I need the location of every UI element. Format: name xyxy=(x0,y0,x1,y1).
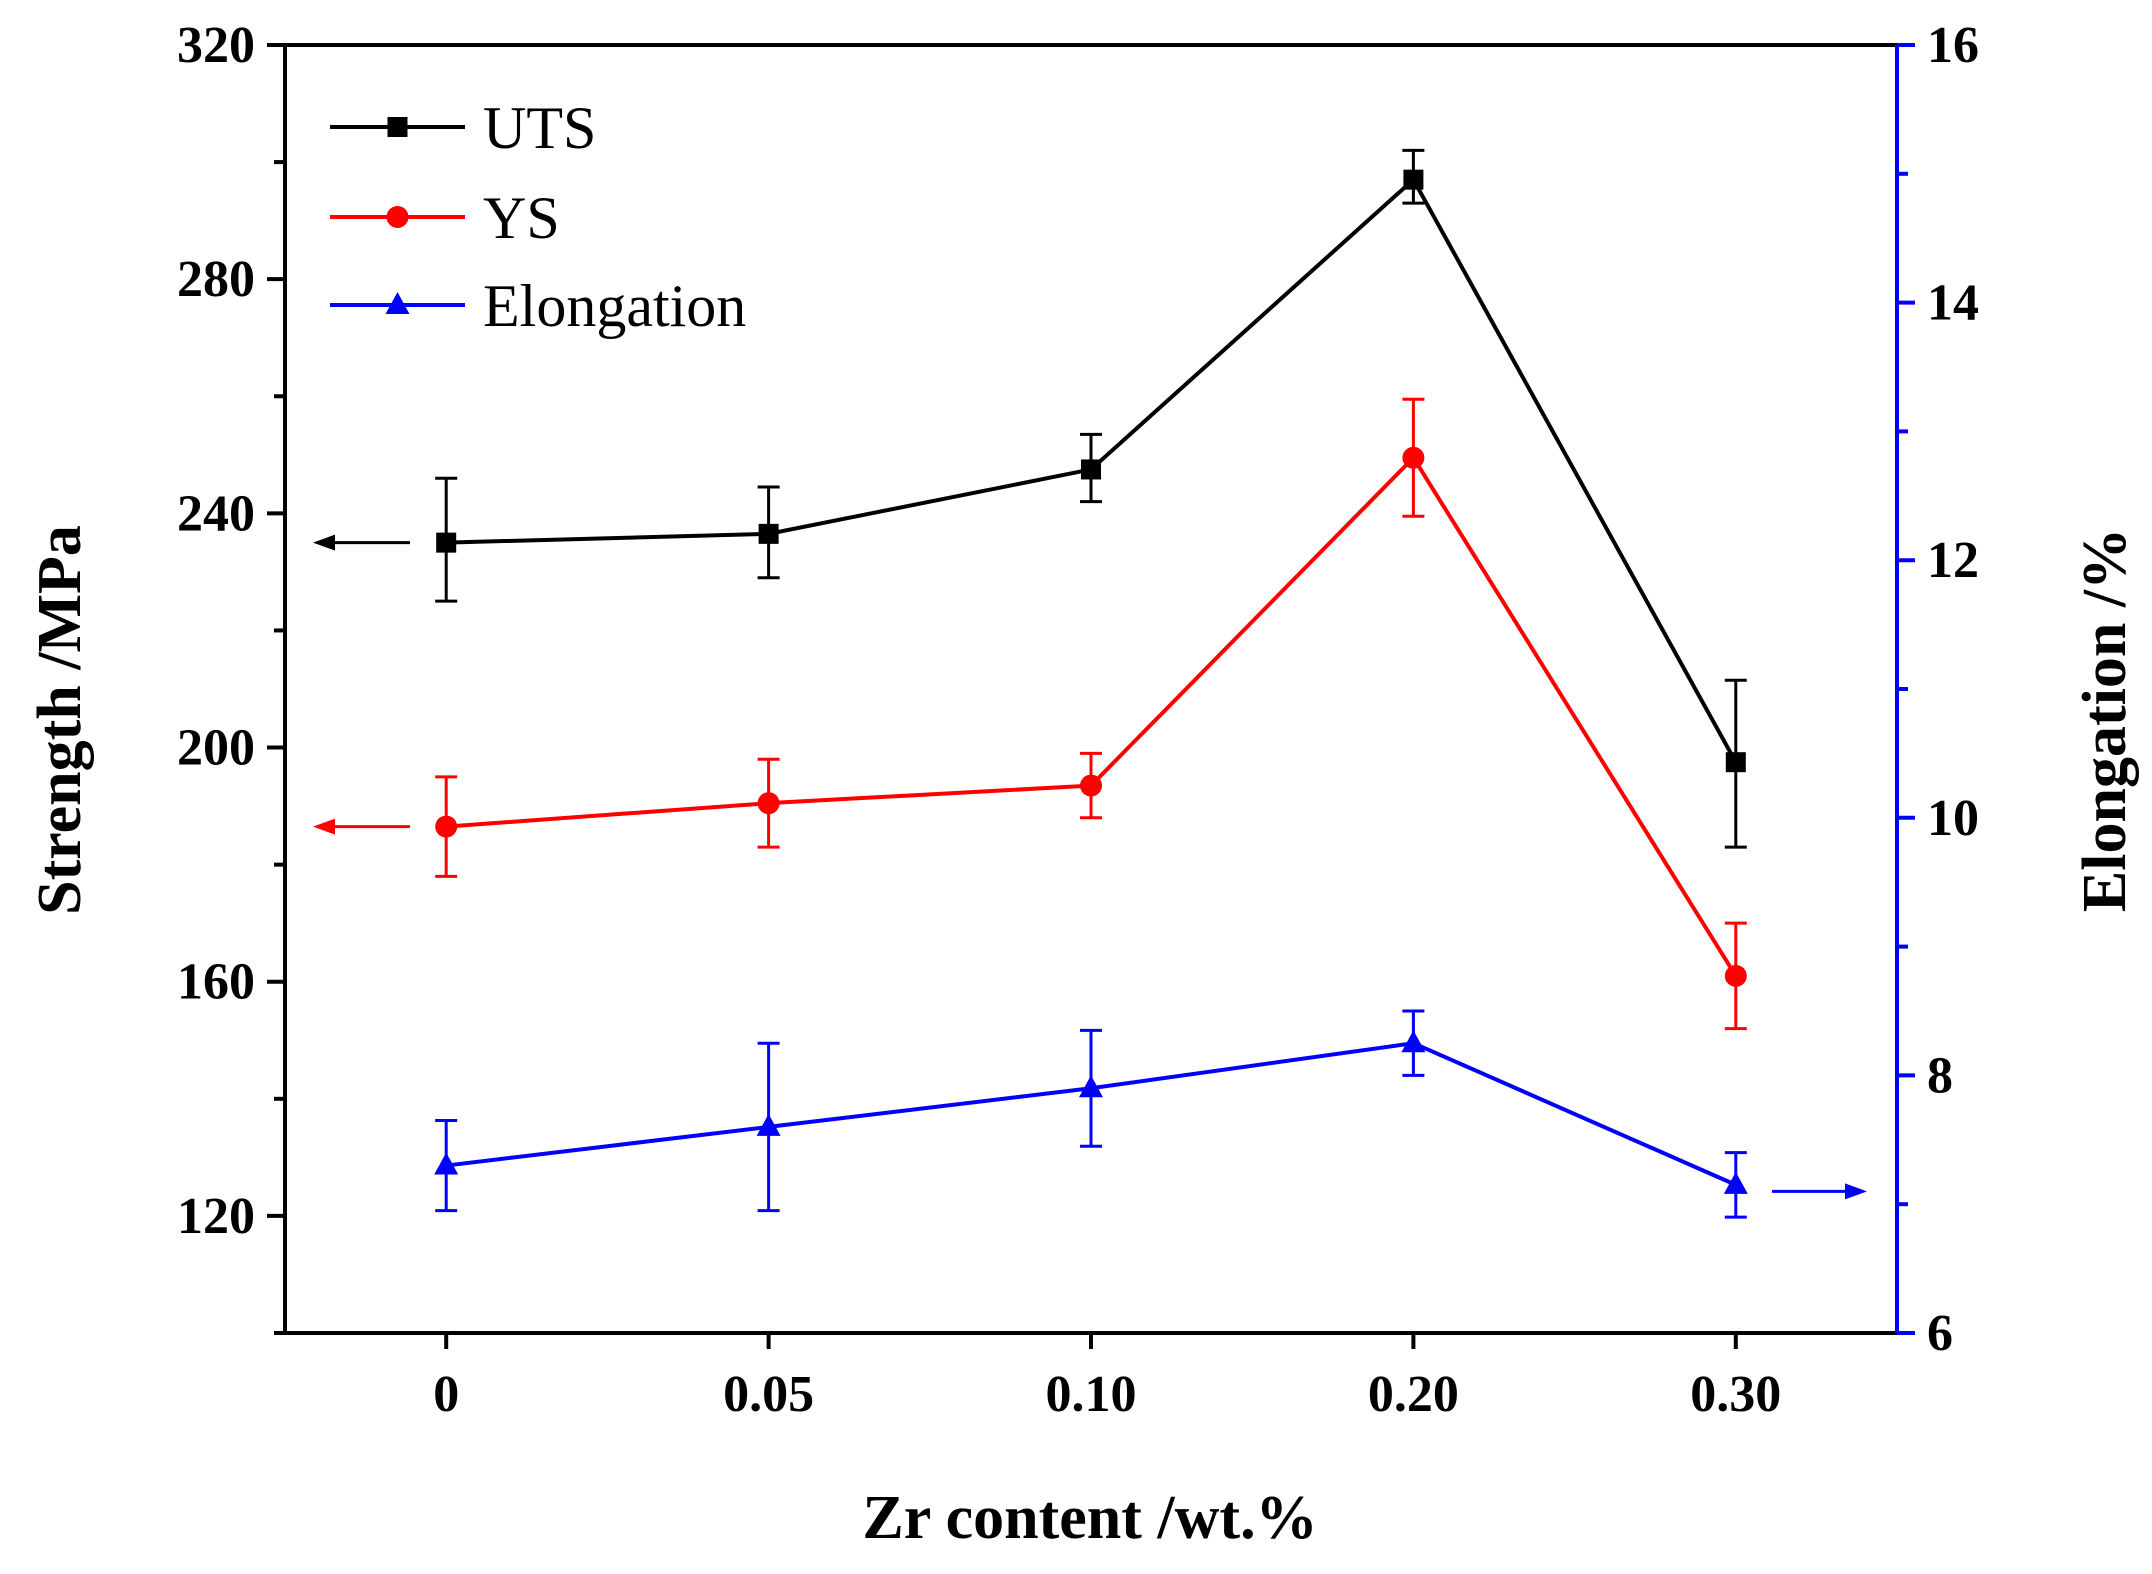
right-tick-label: 12 xyxy=(1927,532,1979,589)
legend-label: UTS xyxy=(483,95,596,161)
x-tick-label: 0.30 xyxy=(1690,1366,1781,1423)
elongation-axis-arrow xyxy=(1772,1183,1867,1200)
uts-data-point xyxy=(1403,169,1424,190)
x-tick-label: 0.10 xyxy=(1046,1366,1137,1423)
ys-data-point xyxy=(1080,774,1102,797)
legend-item-elongation: Elongation xyxy=(330,273,746,339)
legend-swatch-marker xyxy=(387,117,408,137)
uts-arrow-head xyxy=(313,534,335,551)
ys-axis-arrow xyxy=(313,818,410,835)
elongation-data-point xyxy=(1079,1075,1103,1098)
ys-arrow-head xyxy=(313,818,335,835)
x-axis: 0 0.05 0.10 0.20 0.30 xyxy=(433,1333,1781,1423)
elongation-data-point xyxy=(434,1152,459,1175)
right-y-axis: 6 8 10 12 14 16 xyxy=(1897,17,1979,1362)
x-tick-label: 0.05 xyxy=(723,1366,814,1423)
left-y-axis-title: Strength /MPa xyxy=(26,525,94,915)
uts-data-point xyxy=(436,532,457,553)
right-y-axis-title: Elongation /% xyxy=(2071,528,2139,912)
right-tick-label: 6 xyxy=(1927,1305,1953,1362)
right-tick-label: 8 xyxy=(1927,1047,1953,1104)
left-tick-label: 160 xyxy=(177,954,255,1011)
left-tick-label: 200 xyxy=(177,720,255,777)
x-tick-label: 0.20 xyxy=(1368,1366,1459,1423)
ys-data-point xyxy=(757,792,780,815)
elongation-arrow-head xyxy=(1845,1183,1867,1200)
right-tick-label: 16 xyxy=(1927,17,1979,74)
uts-data-point xyxy=(1081,459,1101,480)
uts-axis-arrow xyxy=(313,534,410,551)
x-tick-label: 0 xyxy=(433,1366,459,1423)
legend-swatch-marker xyxy=(386,206,409,228)
right-tick-label: 10 xyxy=(1927,790,1979,847)
legend-label: YS xyxy=(483,185,560,251)
left-tick-label: 280 xyxy=(177,251,255,308)
elongation-data-point xyxy=(1723,1171,1748,1194)
series-layer xyxy=(434,148,1748,1219)
uts-data-point xyxy=(758,523,779,544)
legend-item-ys: YS xyxy=(330,185,560,251)
ys-data-point xyxy=(1402,446,1425,469)
left-tick-label: 240 xyxy=(177,485,255,542)
legend: UTS YS Elongation xyxy=(330,95,746,339)
left-tick-label: 120 xyxy=(177,1188,255,1245)
series-ys xyxy=(435,397,1747,1031)
series-elongation xyxy=(434,1009,1748,1219)
ys-data-point xyxy=(435,815,458,838)
uts-data-point xyxy=(1725,752,1746,773)
x-axis-title: Zr content /wt.% xyxy=(862,1484,1317,1552)
elongation-data-point xyxy=(1401,1030,1426,1053)
ys-data-point xyxy=(1724,964,1747,987)
legend-swatch-marker xyxy=(385,292,410,314)
right-tick-label: 14 xyxy=(1927,275,1979,332)
series-uts xyxy=(435,148,1747,849)
annotation-layer xyxy=(313,534,1867,1200)
left-y-axis: 120 160 200 240 280 320 xyxy=(177,17,285,1335)
left-tick-label: 320 xyxy=(177,17,255,74)
legend-label: Elongation xyxy=(483,273,746,339)
legend-item-uts: UTS xyxy=(330,95,596,161)
elongation-data-point xyxy=(756,1113,781,1136)
